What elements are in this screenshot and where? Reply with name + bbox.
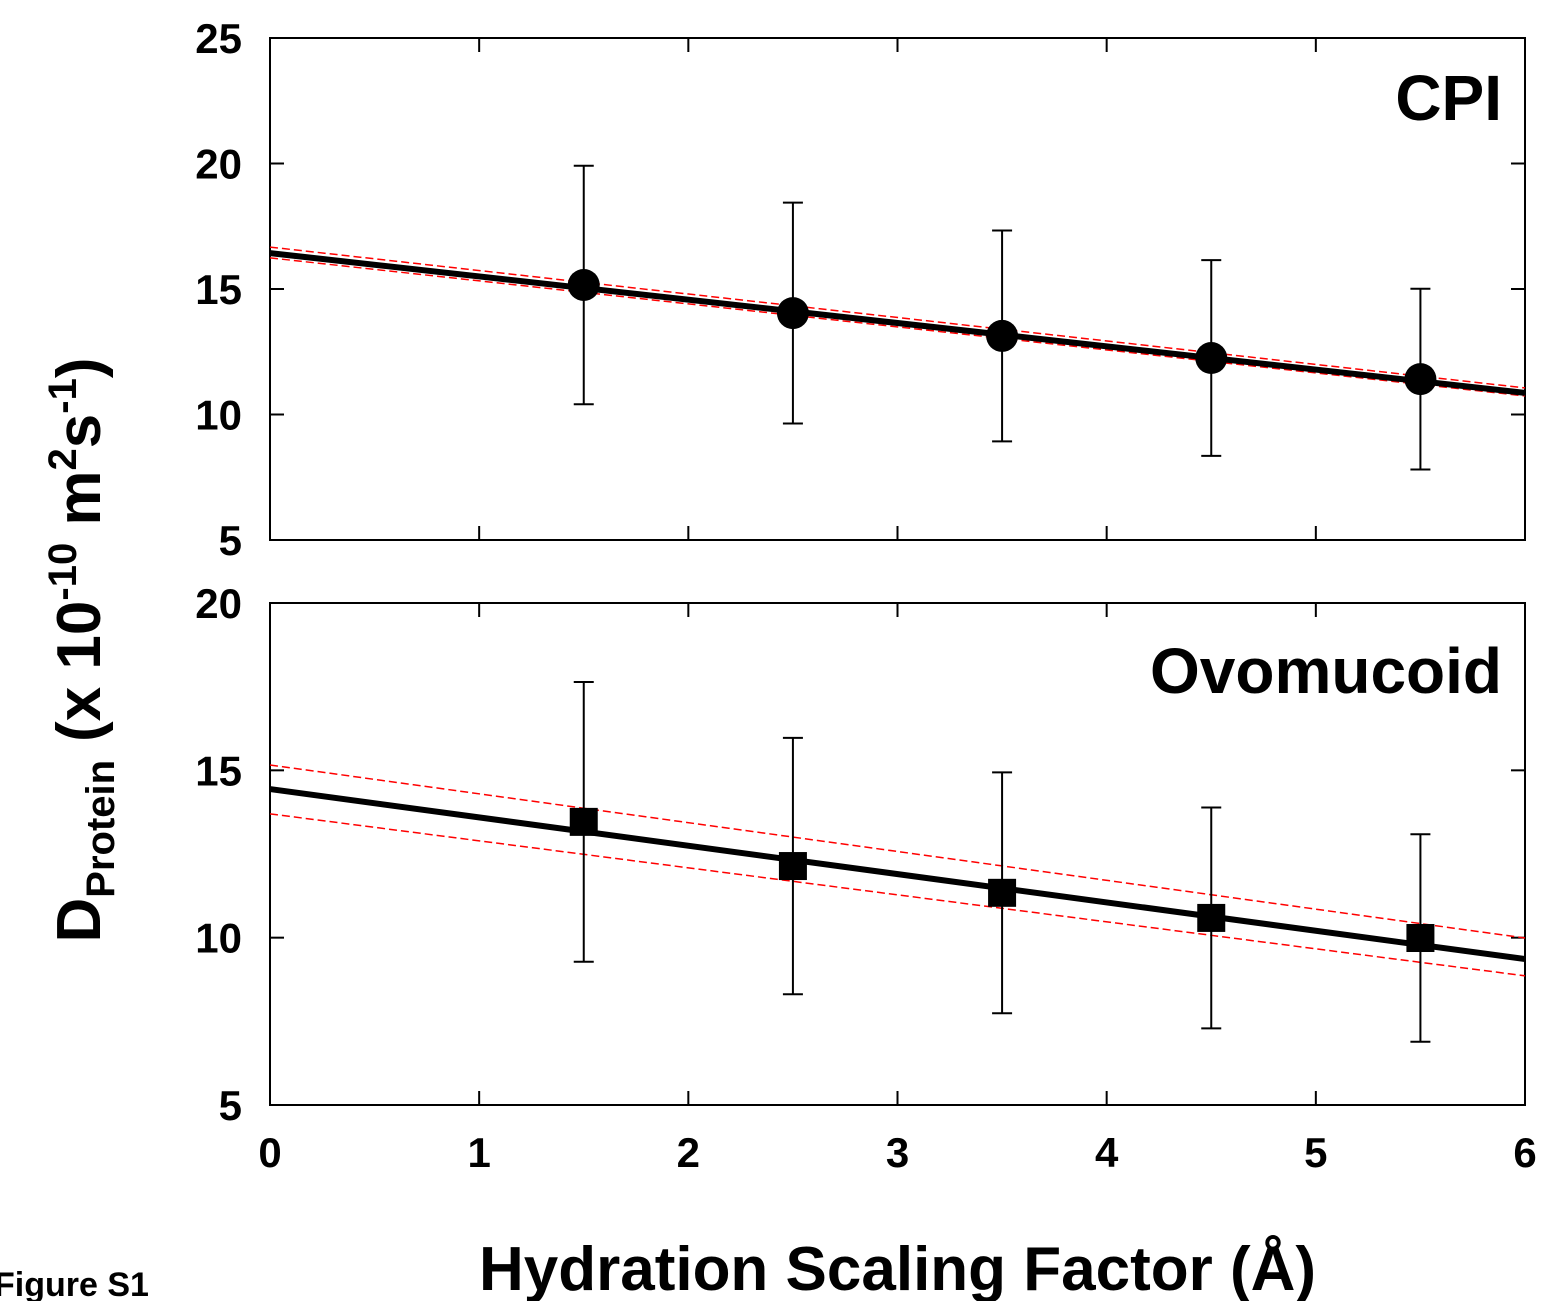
- x-tick-label: 1: [467, 1129, 490, 1176]
- data-point: [567, 268, 600, 301]
- y-label-unit: s: [45, 414, 114, 448]
- confidence-band: [269, 246, 1526, 389]
- y-label-exponent: -10: [41, 543, 85, 601]
- confidence-band: [269, 257, 1526, 397]
- y-label-prefix: (x 10: [45, 601, 114, 742]
- y-tick-label: 25: [195, 15, 242, 62]
- x-tick-label: 4: [1095, 1129, 1119, 1176]
- y-label-subscript: Protein: [79, 760, 123, 898]
- fit-line: [269, 786, 1526, 963]
- fit-line: [269, 250, 1526, 396]
- x-tick-label: 2: [677, 1129, 700, 1176]
- panel-title: CPI: [1395, 62, 1502, 134]
- x-tick-label: 6: [1513, 1129, 1536, 1176]
- data-point: [1406, 924, 1435, 953]
- data-point: [1195, 342, 1228, 375]
- x-tick-label: 0: [258, 1129, 281, 1176]
- figure-caption: Figure S1: [0, 1266, 149, 1301]
- y-label-unit: m: [45, 470, 114, 542]
- y-tick-label: 20: [195, 141, 242, 188]
- y-label-symbol: D: [45, 898, 114, 943]
- data-point: [778, 852, 807, 881]
- data-point: [569, 807, 598, 836]
- plot-frame: [269, 37, 1526, 541]
- data-point: [1197, 903, 1226, 932]
- y-tick-label: 5: [219, 1082, 242, 1129]
- y-tick-label: 15: [195, 747, 242, 794]
- y-tick-label: 10: [195, 392, 242, 439]
- y-axis-label: DProtein (x 10-10 m2s-1): [41, 357, 123, 942]
- y-tick-label: 10: [195, 915, 242, 962]
- confidence-band: [269, 813, 1526, 977]
- data-point: [988, 878, 1017, 907]
- panel-title: Ovomucoid: [1150, 635, 1502, 707]
- x-tick-label: 5: [1304, 1129, 1327, 1176]
- y-label-power: 2: [41, 448, 85, 470]
- x-tick-label: 3: [886, 1129, 909, 1176]
- data-point: [986, 319, 1019, 352]
- data-point: [776, 297, 809, 330]
- y-tick-label: 15: [195, 266, 242, 313]
- y-tick-label: 5: [219, 517, 242, 564]
- data-point: [1404, 363, 1437, 396]
- y-tick-label: 20: [195, 580, 242, 627]
- confidence-band: [269, 764, 1526, 939]
- y-label-power: -1: [41, 378, 85, 414]
- x-axis-label: Hydration Scaling Factor (Å): [479, 1235, 1316, 1301]
- y-label-suffix: ): [45, 357, 114, 378]
